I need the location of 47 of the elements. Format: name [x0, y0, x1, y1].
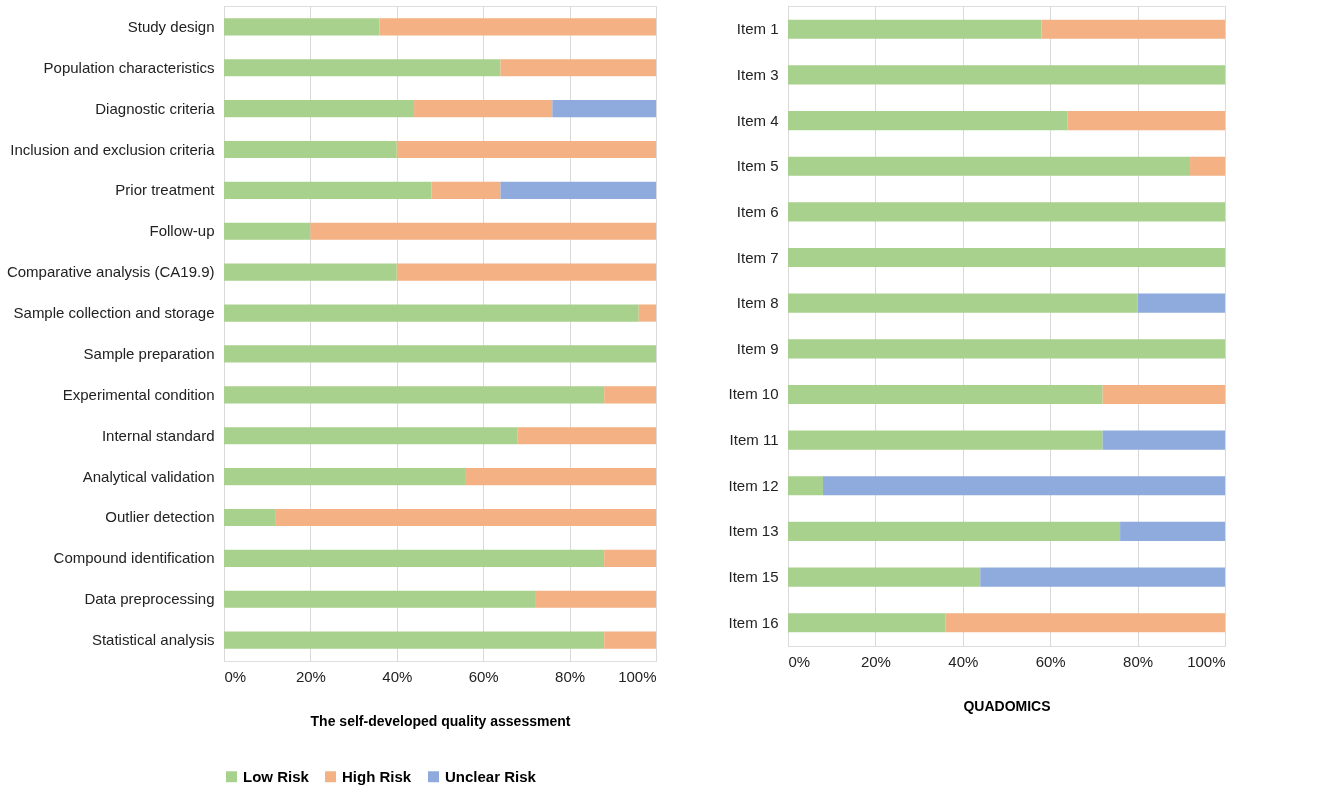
y-tick-label: Item 1 [736, 20, 779, 38]
y-tick-label: Outlier detection [105, 508, 215, 526]
y-tick-label: Item 11 [729, 431, 779, 449]
y-tick-label: Comparative analysis (CA19.9) [6, 263, 215, 281]
x-tick-label: 40% [948, 652, 979, 670]
y-tick-label: Inclusion and exclusion criteria [10, 140, 216, 158]
legend-label: Unclear Risk [445, 767, 537, 785]
y-tick-label: Item 12 [728, 476, 779, 494]
y-tick-label: Item 3 [736, 65, 779, 83]
x-tick-label: 80% [1123, 652, 1154, 670]
y-tick-label: Analytical validation [82, 467, 215, 485]
x-tick-label: 20% [295, 667, 326, 685]
y-tick-label: Item 13 [728, 522, 779, 540]
x-tick-label: 0% [224, 667, 247, 685]
y-tick-label: Item 7 [736, 248, 779, 266]
x-tick-label: 100% [618, 667, 657, 685]
y-tick-label: Item 10 [728, 385, 779, 403]
x-tick-label: 80% [555, 667, 586, 685]
y-tick-label: Internal standard [101, 426, 215, 444]
y-tick-label: Experimental condition [62, 385, 215, 403]
y-tick-label: Diagnostic criteria [95, 99, 216, 117]
x-tick-label: 60% [468, 667, 499, 685]
x-tick-label: 40% [382, 667, 413, 685]
y-tick-label: Item 5 [736, 157, 779, 175]
x-tick-label: 60% [1035, 652, 1066, 670]
x-tick-label: 20% [860, 652, 891, 670]
y-tick-label: Item 9 [736, 339, 779, 357]
legend-label: Low Risk [243, 767, 310, 785]
x-tick-label: 0% [788, 652, 811, 670]
y-tick-label: Compound identification [53, 549, 215, 567]
x-axis-title: QUADOMICS [963, 697, 1051, 714]
y-tick-label: Item 15 [728, 568, 779, 586]
y-tick-label: Sample preparation [83, 344, 215, 362]
y-tick-label: Item 8 [736, 294, 779, 312]
y-tick-label: Study design [127, 17, 215, 35]
y-tick-label: Follow-up [149, 222, 215, 240]
y-tick-label: Item 4 [736, 111, 779, 129]
y-tick-label: Data preprocessing [84, 590, 215, 608]
y-tick-label: Item 16 [728, 613, 779, 631]
y-tick-label: Item 6 [736, 202, 779, 220]
legend-label: High Risk [342, 767, 412, 785]
x-axis-title: The self-developed quality assessment [310, 712, 571, 729]
y-tick-label: Prior treatment [115, 181, 216, 199]
y-tick-label: Sample collection and storage [13, 304, 215, 322]
y-tick-label: Statistical analysis [91, 631, 215, 649]
x-tick-label: 100% [1187, 652, 1226, 670]
y-tick-label: Population characteristics [43, 58, 215, 76]
